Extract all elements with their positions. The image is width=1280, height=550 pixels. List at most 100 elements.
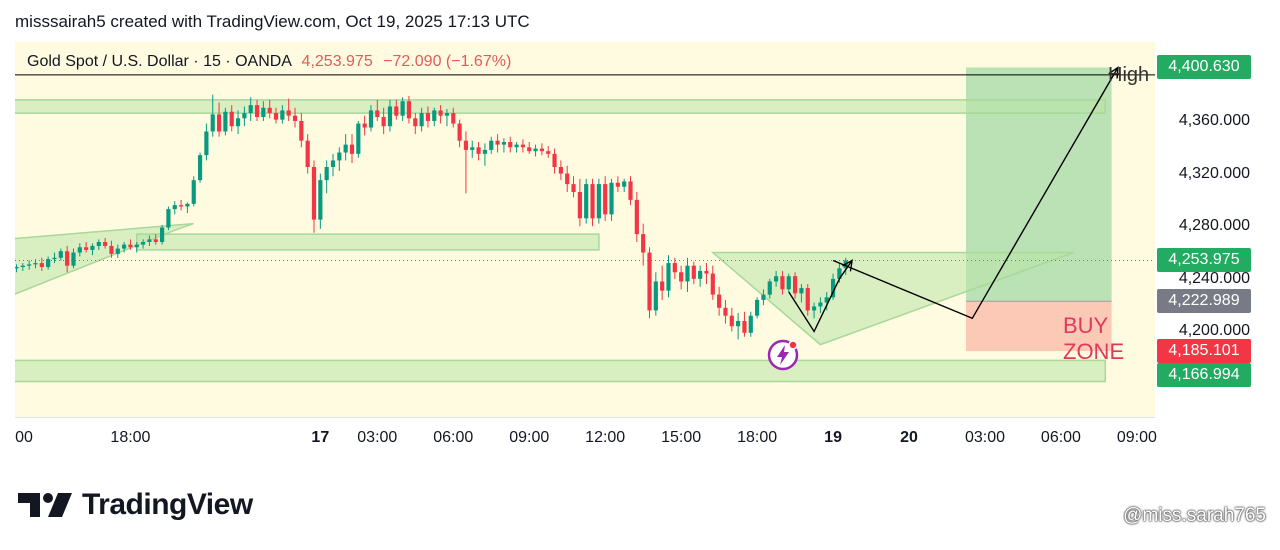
time-tick-label: 19 (824, 429, 842, 446)
candle-body (755, 299, 760, 316)
candle-body (622, 181, 627, 187)
candle-body (457, 123, 462, 141)
zone-1 (136, 233, 600, 251)
candle-body (292, 115, 298, 121)
projection-arrowhead (1108, 66, 1119, 79)
price-axis[interactable]: 4,200.000 4,240.000 4,280.000 4,320.000 4,36… (1155, 42, 1280, 417)
candle-body (698, 270, 703, 279)
candle-body (122, 244, 127, 249)
tradingview-logo[interactable]: TradingView (18, 487, 253, 523)
time-axis[interactable]: 00 18:00 17 03:00 06:00 09:00 12:00 15:00 18:00 1… (15, 417, 1157, 458)
candle-body (628, 181, 633, 200)
candle-body (223, 111, 228, 132)
time-tick-label: 15:00 (661, 429, 702, 446)
price-tag: 4,185.101 (1157, 339, 1251, 364)
symbol-legend[interactable]: Gold Spot / U.S. Dollar · 15 · OANDA 4,2… (27, 53, 511, 71)
candle-body (197, 155, 203, 181)
candle-body (565, 173, 570, 185)
candle-body (324, 167, 329, 181)
candle-body (533, 148, 538, 152)
projection-path (832, 67, 1119, 320)
pattern-arrowhead (842, 259, 854, 272)
candle-body (539, 148, 544, 152)
candle-body (216, 114, 222, 132)
candle-body (704, 270, 709, 274)
candle-body (261, 107, 266, 117)
symbol-change: −72.090 (−1.67%) (383, 53, 512, 70)
candle-body (280, 110, 285, 120)
candle-body (103, 242, 108, 246)
candle-body (767, 281, 772, 295)
chart-attribution: misssairah5 created with TradingView.com… (15, 12, 530, 31)
candle-body (84, 247, 89, 250)
candle-body (39, 263, 44, 267)
candle-body (362, 123, 367, 128)
symbol-price: 4,253.975 (301, 53, 373, 70)
candle-body (527, 147, 532, 152)
candle-body (71, 252, 76, 266)
flash-icon[interactable] (766, 338, 800, 372)
candle-body (185, 203, 190, 207)
candle-body (33, 263, 38, 265)
watermark: @miss.sarah765 (1123, 505, 1266, 526)
candle-body (273, 113, 279, 120)
zone-4 (15, 359, 1107, 383)
time-tick-label: 00 (15, 429, 33, 446)
candle-body (603, 184, 608, 215)
price-tag: 4,222.989 (1157, 289, 1251, 314)
price-tick-label: 4,240.000 (1178, 269, 1250, 287)
candle-body (546, 151, 551, 154)
candle-body (166, 209, 171, 228)
time-tick-label: 18:00 (737, 429, 778, 446)
candle-body (685, 265, 690, 282)
symbol-name: Gold Spot / U.S. Dollar · 15 · OANDA (27, 53, 292, 70)
candle-body (470, 147, 475, 150)
high-label: High (1108, 63, 1150, 86)
candle-body (147, 239, 152, 242)
chart-plot-area[interactable]: Gold Spot / U.S. Dollar · 15 · OANDA 4,2… (15, 42, 1155, 417)
candle-body (109, 245, 114, 254)
candle-body (558, 167, 563, 174)
time-tick-label: 09:00 (1116, 429, 1157, 446)
candle-body (394, 106, 399, 116)
tradingview-logo-text: TradingView (82, 488, 253, 521)
candle-body (400, 101, 405, 116)
candle-body (482, 149, 488, 154)
candle-body (463, 140, 469, 150)
candle-body (520, 144, 525, 148)
candle-body (748, 315, 753, 333)
candle-body (178, 205, 184, 207)
candle-body (451, 113, 456, 124)
candle-body (723, 307, 728, 316)
candle-body (160, 227, 165, 242)
candle-body (691, 265, 696, 279)
candle-body (248, 105, 253, 114)
candle-body (742, 320, 747, 333)
candle-body (634, 199, 639, 235)
candle-body (419, 113, 424, 127)
candle-body (679, 272, 684, 282)
candle-body (46, 259, 51, 267)
candle-body (242, 113, 247, 119)
candle-body (128, 244, 133, 248)
candle-body (115, 248, 120, 254)
candle-body (318, 180, 323, 220)
candle-body (356, 123, 361, 154)
candle-body (330, 160, 336, 167)
candle-body (432, 110, 437, 121)
time-tick-label: 03:00 (964, 429, 1006, 446)
candle-body (65, 251, 70, 266)
price-chart (15, 66, 1155, 383)
candle-body (552, 153, 557, 167)
candle-body (615, 182, 620, 187)
time-tick-label: 12:00 (585, 429, 626, 446)
candle-body (425, 113, 431, 121)
candle-body (52, 257, 57, 260)
candle-body (774, 276, 779, 282)
time-tick-label: 18:00 (110, 429, 151, 446)
candle-body (20, 265, 25, 267)
price-tag: 4,253.975 (1157, 248, 1251, 273)
candle-body (343, 144, 348, 153)
zone-2 (710, 251, 1074, 346)
candle-body (824, 297, 829, 303)
